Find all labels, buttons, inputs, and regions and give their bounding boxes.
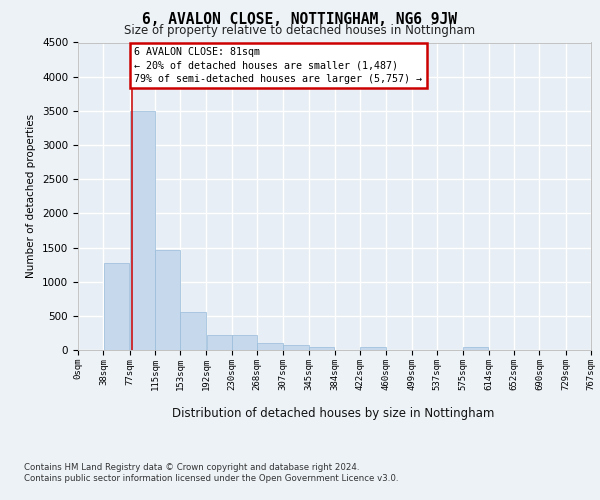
Text: Contains HM Land Registry data © Crown copyright and database right 2024.: Contains HM Land Registry data © Crown c… <box>24 462 359 471</box>
Bar <box>283 345 308 350</box>
Bar <box>130 111 155 350</box>
Bar <box>206 336 232 350</box>
Text: Size of property relative to detached houses in Nottingham: Size of property relative to detached ho… <box>124 24 476 37</box>
Bar <box>104 262 129 350</box>
Bar <box>309 346 334 350</box>
Bar <box>181 312 206 350</box>
Text: Contains public sector information licensed under the Open Government Licence v3: Contains public sector information licen… <box>24 474 398 483</box>
Bar <box>232 336 257 350</box>
Bar <box>257 343 283 350</box>
Bar <box>155 250 180 350</box>
Text: Distribution of detached houses by size in Nottingham: Distribution of detached houses by size … <box>172 408 494 420</box>
Text: 6 AVALON CLOSE: 81sqm
← 20% of detached houses are smaller (1,487)
79% of semi-d: 6 AVALON CLOSE: 81sqm ← 20% of detached … <box>134 48 422 84</box>
Text: 6, AVALON CLOSE, NOTTINGHAM, NG6 9JW: 6, AVALON CLOSE, NOTTINGHAM, NG6 9JW <box>143 12 458 28</box>
Bar <box>361 346 386 350</box>
Bar <box>463 346 488 350</box>
Y-axis label: Number of detached properties: Number of detached properties <box>26 114 37 278</box>
